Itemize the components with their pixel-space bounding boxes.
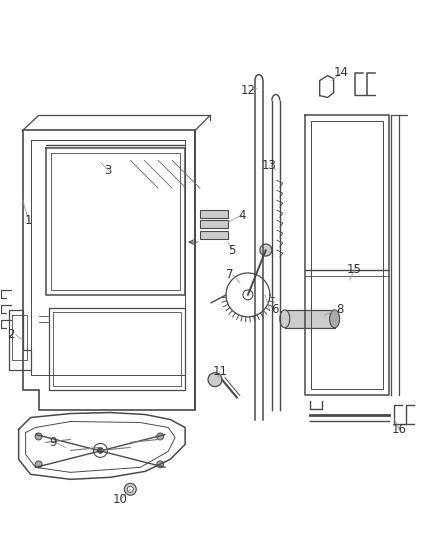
Polygon shape: [200, 220, 228, 228]
Text: 3: 3: [105, 164, 112, 177]
Text: 15: 15: [347, 263, 362, 277]
Polygon shape: [200, 210, 228, 218]
Text: 5: 5: [228, 244, 236, 256]
Circle shape: [35, 461, 42, 468]
Circle shape: [124, 483, 136, 495]
Circle shape: [157, 461, 164, 468]
Ellipse shape: [280, 310, 290, 328]
Text: 10: 10: [113, 493, 128, 506]
Text: 13: 13: [261, 159, 276, 172]
Text: 14: 14: [334, 66, 349, 79]
Circle shape: [260, 244, 272, 256]
Circle shape: [208, 373, 222, 386]
Text: 1: 1: [25, 214, 32, 227]
Text: 4: 4: [238, 208, 246, 222]
Circle shape: [243, 290, 253, 300]
Text: 6: 6: [271, 303, 279, 317]
Text: 2: 2: [7, 328, 14, 341]
Ellipse shape: [330, 310, 339, 328]
Circle shape: [93, 443, 107, 457]
Bar: [285, 310, 335, 328]
Circle shape: [127, 486, 133, 492]
Text: 16: 16: [392, 423, 407, 436]
Text: 8: 8: [336, 303, 343, 317]
Text: 7: 7: [226, 269, 234, 281]
Circle shape: [157, 433, 164, 440]
Circle shape: [97, 447, 103, 454]
Text: 12: 12: [240, 84, 255, 97]
Text: 11: 11: [212, 365, 227, 378]
Text: 9: 9: [49, 436, 56, 449]
Circle shape: [35, 433, 42, 440]
Polygon shape: [200, 231, 228, 239]
